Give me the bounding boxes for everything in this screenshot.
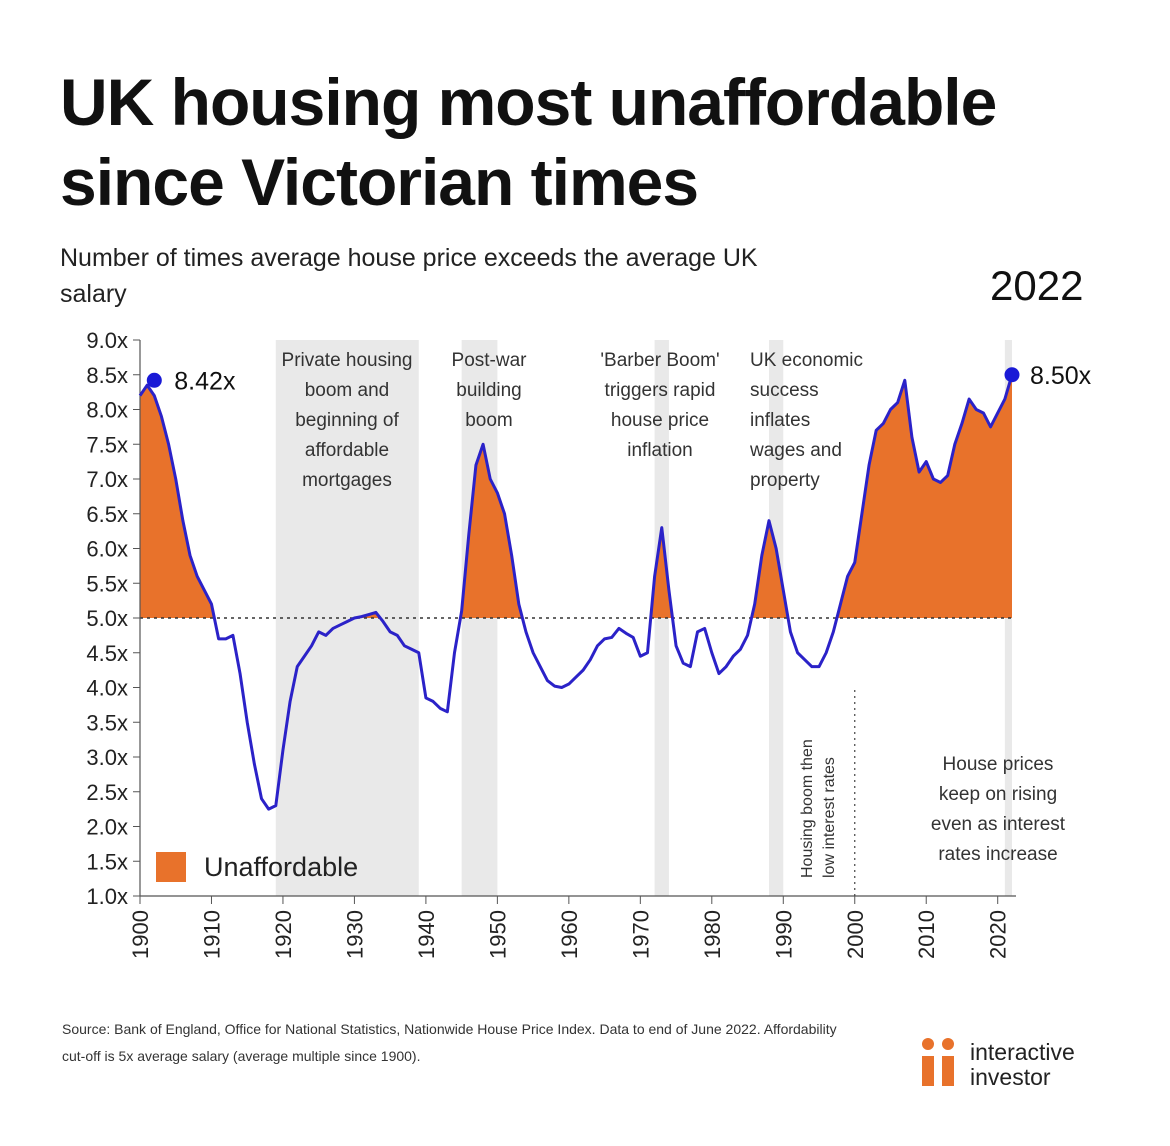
x-tick-label: 2020 xyxy=(986,910,1011,959)
y-tick-label: 3.0x xyxy=(86,745,128,770)
x-tick-label: 1970 xyxy=(628,910,653,959)
annotation-text: Housing boom then xyxy=(799,739,816,878)
y-tick-label: 7.0x xyxy=(86,467,128,492)
y-tick-label: 2.5x xyxy=(86,780,128,805)
y-tick-label: 8.5x xyxy=(86,363,128,388)
annotation-text: rates increase xyxy=(938,844,1057,865)
point-label: 8.42x xyxy=(174,367,236,395)
x-tick-label: 1900 xyxy=(128,910,153,959)
year-label: 2022 xyxy=(990,262,1084,309)
affordability-line xyxy=(138,374,1014,811)
y-tick-label: 9.0x xyxy=(86,328,128,353)
x-tick-label: 1980 xyxy=(700,910,725,959)
x-tick-label: 1950 xyxy=(485,910,510,959)
highlight-point xyxy=(146,372,162,388)
x-tick-label: 1910 xyxy=(199,910,224,959)
y-tick-label: 7.5x xyxy=(86,432,128,457)
logo-line-1: interactive xyxy=(970,1039,1075,1065)
annotation-text: beginning of xyxy=(295,410,399,431)
annotation-text: Private housing xyxy=(282,350,413,371)
x-tick-label: 1930 xyxy=(342,910,367,959)
chart-title: UK housing most unaffordable since Victo… xyxy=(60,65,997,219)
legend-label: Unaffordable xyxy=(204,852,358,882)
y-tick-label: 5.5x xyxy=(86,571,128,596)
annotation-text: low interest rates xyxy=(821,757,838,878)
affordability-chart: 9.0x 8.5x 8.0x 7.5x 7.0x 6.5x 6.0x 5.5x 5.0x 4.5x… xyxy=(86,328,1092,959)
x-tick-label: 1960 xyxy=(557,910,582,959)
annotation-text: House prices xyxy=(943,754,1054,775)
chart-subtitle: Number of times average house price exce… xyxy=(60,244,758,308)
x-tick-label: 1990 xyxy=(771,910,796,959)
annotation-text: boom and xyxy=(305,380,390,401)
annotation-text: boom xyxy=(465,410,513,431)
annotation-text: even as interest xyxy=(931,814,1066,835)
annotation-text: mortgages xyxy=(302,470,392,491)
annotation-text: triggers rapid xyxy=(605,380,716,401)
annotation-text: Post-war xyxy=(452,350,528,371)
annotation-text: keep on rising xyxy=(939,784,1057,805)
annotation-text: inflation xyxy=(627,440,693,461)
annotation-text: house price xyxy=(611,410,709,431)
annotation-text: UK economic xyxy=(750,350,863,371)
annotation-text: success xyxy=(750,380,819,401)
x-tick-label: 2000 xyxy=(843,910,868,959)
highlight-point xyxy=(1004,367,1020,383)
interactive-investor-logo: interactive investor xyxy=(918,1036,1128,1096)
annotation-text: 'Barber Boom' xyxy=(600,350,719,371)
x-tick-label: 1920 xyxy=(271,910,296,959)
annotation-text: inflates xyxy=(750,410,810,431)
unaffordable-area xyxy=(140,374,1012,618)
x-tick-label: 1940 xyxy=(414,910,439,959)
annotation-text: building xyxy=(456,380,522,401)
logo-line-2: investor xyxy=(970,1064,1051,1090)
annotation-text: wages and xyxy=(749,440,842,461)
y-tick-label: 6.5x xyxy=(86,502,128,527)
y-tick-label: 4.0x xyxy=(86,676,128,701)
y-tick-label: 8.0x xyxy=(86,398,128,423)
annotation-text: affordable xyxy=(305,440,389,461)
y-tick-label: 4.5x xyxy=(86,641,128,666)
ii-logo-icon xyxy=(922,1038,954,1086)
point-label: 8.50x xyxy=(1030,362,1092,390)
y-tick-label: 3.5x xyxy=(86,710,128,735)
x-tick-label: 2010 xyxy=(914,910,939,959)
source-note: Source: Bank of England, Office for Nati… xyxy=(62,1021,837,1064)
y-tick-label: 1.0x xyxy=(86,884,128,909)
y-tick-label: 6.0x xyxy=(86,537,128,562)
y-tick-label: 1.5x xyxy=(86,849,128,874)
annotation-text: property xyxy=(750,470,820,491)
legend-swatch xyxy=(156,852,186,882)
y-tick-label: 5.0x xyxy=(86,606,128,631)
y-tick-label: 2.0x xyxy=(86,815,128,840)
